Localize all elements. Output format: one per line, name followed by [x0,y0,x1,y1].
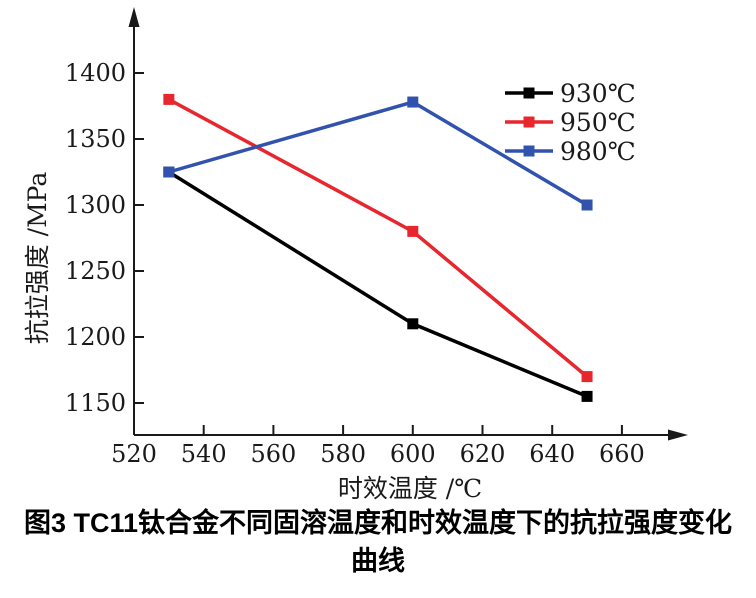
y-tick-label: 1300 [65,191,126,219]
x-tick-label: 640 [529,440,575,468]
legend-item: 950℃ [505,108,636,137]
series-980℃ [163,96,593,211]
legend-item: 930℃ [505,79,636,108]
data-point-marker [407,318,419,330]
legend-marker-swatch [523,116,535,128]
data-point-marker [581,199,593,211]
data-point-marker [581,390,593,402]
y-tick-label: 1250 [65,257,126,285]
caption-line-1: 图3 TC11钛合金不同固溶温度和时效温度下的抗拉强度变化 [23,508,733,538]
x-axis-arrow-icon [668,429,688,441]
caption-line-2: 曲线 [351,546,405,576]
y-tick-label: 1400 [65,59,126,87]
series-950℃ [163,93,593,383]
legend-label: 930℃ [560,79,636,108]
y-tick-label: 1200 [65,323,126,351]
legend-item: 980℃ [505,137,636,166]
x-tick-label: 560 [250,440,296,468]
data-point-marker [407,96,419,108]
y-tick-label: 1150 [65,389,126,417]
legend-marker-swatch [523,145,535,157]
x-tick-label: 540 [181,440,227,468]
x-tick-label: 600 [390,440,436,468]
legend-label: 980℃ [560,137,636,166]
series-line [167,170,588,399]
series-930℃ [163,166,593,402]
legend-label: 950℃ [560,108,636,137]
data-point-marker [163,93,175,105]
line-chart: 520 540 560 580 600 620 640 660 1150 1200 1250 1300… [23,7,688,503]
legend-marker-swatch [523,87,535,99]
y-tick-label: 1350 [65,125,126,153]
x-tick-label: 580 [320,440,366,468]
data-point-marker [163,166,175,178]
x-tick-label: 620 [460,440,506,468]
data-point-marker [581,371,593,383]
x-tick-label: 520 [111,440,157,468]
figure-caption: 图3 TC11钛合金不同固溶温度和时效温度下的抗拉强度变化 曲线 [0,504,756,580]
series-line [168,97,589,378]
y-axis-title: 抗拉强度 /MPa [23,172,52,345]
data-point-marker [407,225,419,237]
x-tick-label: 660 [599,440,645,468]
x-axis-title: 时效温度 /℃ [338,474,482,503]
y-axis-arrow-icon [128,7,140,27]
